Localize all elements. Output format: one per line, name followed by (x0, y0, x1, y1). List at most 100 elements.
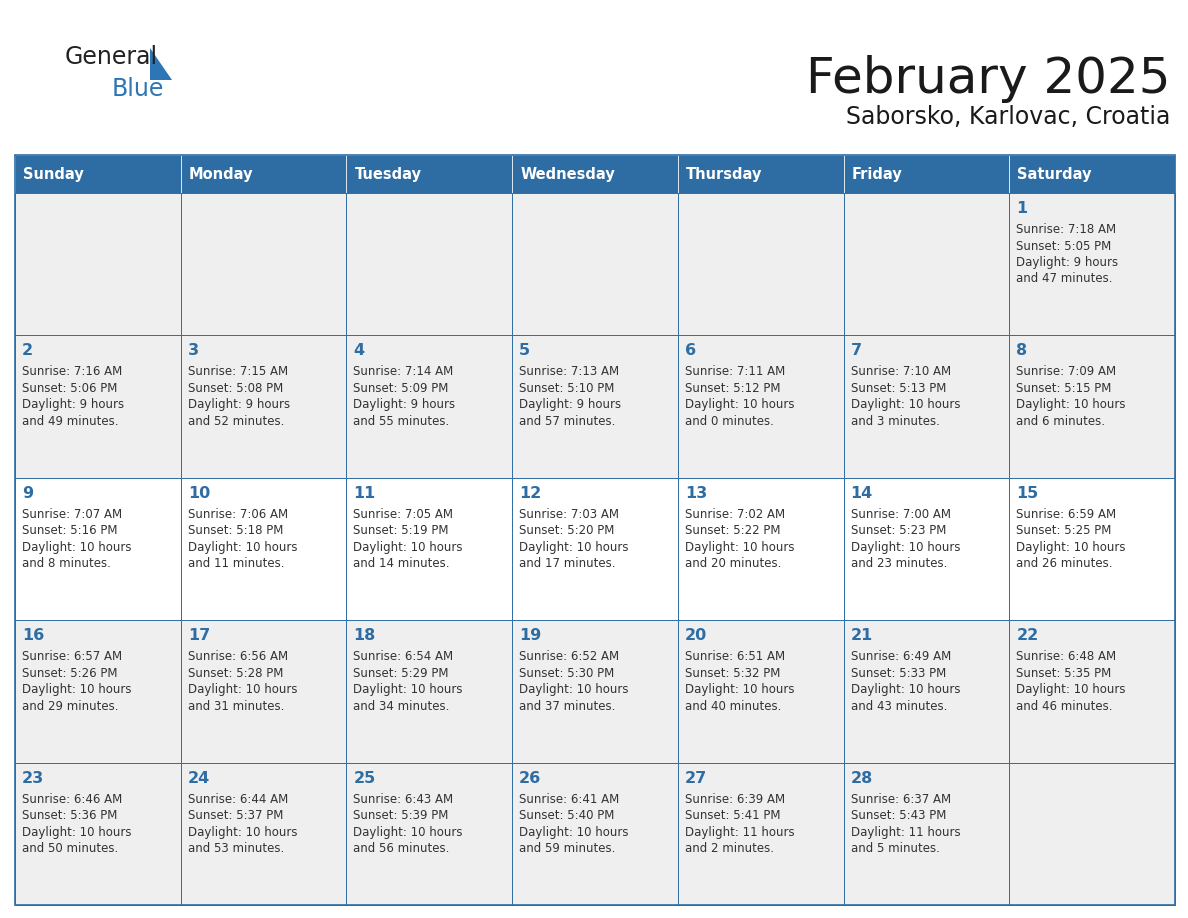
Text: Daylight: 10 hours: Daylight: 10 hours (851, 683, 960, 696)
Bar (181, 763, 347, 905)
Text: Sunset: 5:12 PM: Sunset: 5:12 PM (684, 382, 781, 395)
Bar (15, 763, 181, 905)
Text: 7: 7 (851, 343, 861, 358)
Text: February 2025: February 2025 (805, 55, 1170, 103)
Bar (15, 155, 1175, 905)
Bar (512, 763, 678, 905)
Text: and 47 minutes.: and 47 minutes. (1016, 273, 1113, 285)
Bar (678, 477, 843, 621)
Text: 6: 6 (684, 343, 696, 358)
Text: Daylight: 10 hours: Daylight: 10 hours (188, 825, 297, 839)
Text: 23: 23 (23, 770, 44, 786)
Text: and 34 minutes.: and 34 minutes. (353, 700, 450, 712)
Bar (678, 335, 843, 477)
Text: 16: 16 (23, 628, 44, 644)
Text: 9: 9 (23, 486, 33, 501)
Text: Sunrise: 7:05 AM: Sunrise: 7:05 AM (353, 508, 454, 521)
Text: Sunrise: 7:02 AM: Sunrise: 7:02 AM (684, 508, 785, 521)
Text: and 40 minutes.: and 40 minutes. (684, 700, 782, 712)
Text: and 37 minutes.: and 37 minutes. (519, 700, 615, 712)
Bar (512, 193, 678, 335)
Text: Sunset: 5:18 PM: Sunset: 5:18 PM (188, 524, 283, 537)
Text: Sunrise: 7:18 AM: Sunrise: 7:18 AM (1016, 223, 1117, 236)
Text: 24: 24 (188, 770, 210, 786)
Text: Sunset: 5:15 PM: Sunset: 5:15 PM (1016, 382, 1112, 395)
Text: Daylight: 10 hours: Daylight: 10 hours (23, 683, 132, 696)
Bar (1010, 193, 1175, 335)
Text: Daylight: 10 hours: Daylight: 10 hours (1016, 541, 1126, 554)
Bar (181, 621, 347, 763)
Text: Sunset: 5:22 PM: Sunset: 5:22 PM (684, 524, 781, 537)
Text: Sunset: 5:25 PM: Sunset: 5:25 PM (1016, 524, 1112, 537)
Text: Daylight: 9 hours: Daylight: 9 hours (23, 398, 124, 411)
Text: Daylight: 10 hours: Daylight: 10 hours (188, 541, 297, 554)
Text: Sunset: 5:39 PM: Sunset: 5:39 PM (353, 809, 449, 823)
Bar (843, 193, 1010, 335)
Text: Sunset: 5:05 PM: Sunset: 5:05 PM (1016, 240, 1112, 252)
Text: and 46 minutes.: and 46 minutes. (1016, 700, 1113, 712)
Text: and 2 minutes.: and 2 minutes. (684, 842, 773, 855)
Text: Daylight: 10 hours: Daylight: 10 hours (23, 825, 132, 839)
Text: Sunset: 5:36 PM: Sunset: 5:36 PM (23, 809, 118, 823)
Text: 28: 28 (851, 770, 873, 786)
Text: 21: 21 (851, 628, 873, 644)
Text: 10: 10 (188, 486, 210, 501)
Bar (181, 335, 347, 477)
Bar (181, 155, 347, 193)
Text: Daylight: 9 hours: Daylight: 9 hours (353, 398, 455, 411)
Bar (512, 477, 678, 621)
Text: and 26 minutes.: and 26 minutes. (1016, 557, 1113, 570)
Text: Daylight: 10 hours: Daylight: 10 hours (23, 541, 132, 554)
Bar (181, 477, 347, 621)
Text: Sunset: 5:29 PM: Sunset: 5:29 PM (353, 666, 449, 679)
Text: Sunrise: 7:00 AM: Sunrise: 7:00 AM (851, 508, 950, 521)
Bar (843, 155, 1010, 193)
Text: Sunrise: 6:43 AM: Sunrise: 6:43 AM (353, 792, 454, 806)
Bar (347, 155, 512, 193)
Text: Sunset: 5:37 PM: Sunset: 5:37 PM (188, 809, 283, 823)
Text: 13: 13 (684, 486, 707, 501)
Text: 12: 12 (519, 486, 542, 501)
Bar (15, 193, 181, 335)
Text: Sunset: 5:13 PM: Sunset: 5:13 PM (851, 382, 946, 395)
Text: Sunrise: 6:52 AM: Sunrise: 6:52 AM (519, 650, 619, 663)
Text: 20: 20 (684, 628, 707, 644)
Text: Sunrise: 6:51 AM: Sunrise: 6:51 AM (684, 650, 785, 663)
Text: and 3 minutes.: and 3 minutes. (851, 415, 940, 428)
Text: 25: 25 (353, 770, 375, 786)
Text: Monday: Monday (189, 166, 253, 182)
Text: and 57 minutes.: and 57 minutes. (519, 415, 615, 428)
Bar (1010, 335, 1175, 477)
Text: Daylight: 11 hours: Daylight: 11 hours (684, 825, 795, 839)
Text: Daylight: 10 hours: Daylight: 10 hours (519, 825, 628, 839)
Bar (347, 193, 512, 335)
Polygon shape (150, 48, 172, 80)
Text: Daylight: 10 hours: Daylight: 10 hours (353, 825, 463, 839)
Bar (347, 621, 512, 763)
Bar (347, 763, 512, 905)
Text: 2: 2 (23, 343, 33, 358)
Text: 27: 27 (684, 770, 707, 786)
Text: Sunrise: 6:41 AM: Sunrise: 6:41 AM (519, 792, 619, 806)
Text: Daylight: 9 hours: Daylight: 9 hours (188, 398, 290, 411)
Text: Sunset: 5:08 PM: Sunset: 5:08 PM (188, 382, 283, 395)
Text: Daylight: 10 hours: Daylight: 10 hours (851, 398, 960, 411)
Text: and 5 minutes.: and 5 minutes. (851, 842, 940, 855)
Text: Sunrise: 7:13 AM: Sunrise: 7:13 AM (519, 365, 619, 378)
Text: Daylight: 10 hours: Daylight: 10 hours (684, 398, 795, 411)
Text: and 52 minutes.: and 52 minutes. (188, 415, 284, 428)
Text: and 55 minutes.: and 55 minutes. (353, 415, 450, 428)
Text: 1: 1 (1016, 201, 1028, 216)
Bar (1010, 155, 1175, 193)
Text: Sunrise: 6:59 AM: Sunrise: 6:59 AM (1016, 508, 1117, 521)
Text: Sunset: 5:20 PM: Sunset: 5:20 PM (519, 524, 614, 537)
Text: Sunrise: 7:07 AM: Sunrise: 7:07 AM (23, 508, 122, 521)
Text: Friday: Friday (852, 166, 903, 182)
Text: 14: 14 (851, 486, 873, 501)
Text: Daylight: 10 hours: Daylight: 10 hours (519, 541, 628, 554)
Text: and 31 minutes.: and 31 minutes. (188, 700, 284, 712)
Text: Wednesday: Wednesday (520, 166, 615, 182)
Text: Sunrise: 7:03 AM: Sunrise: 7:03 AM (519, 508, 619, 521)
Text: Sunset: 5:06 PM: Sunset: 5:06 PM (23, 382, 118, 395)
Text: Sunset: 5:33 PM: Sunset: 5:33 PM (851, 666, 946, 679)
